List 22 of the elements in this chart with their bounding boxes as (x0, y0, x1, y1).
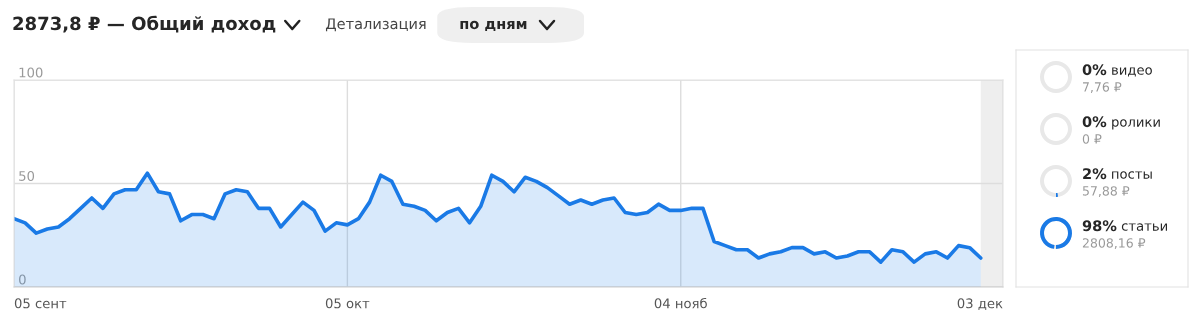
text: Детализация (325, 18, 426, 32)
y-tick-label: 100 (19, 67, 43, 78)
text: 0 ₽ (1082, 134, 1102, 144)
x-tick-label: 04 нояб (654, 297, 707, 309)
data-label: 98% (1082, 220, 1117, 232)
x-tick-label: 03 дек (957, 298, 1003, 310)
chart-title: 2873,8 ₽ — Общий доход (13, 15, 276, 33)
y-tick-label: 0 (19, 274, 26, 285)
category-label: видео (1112, 67, 1152, 77)
y-tick-label: 50 (19, 170, 35, 181)
category-label: ролики (1112, 119, 1160, 130)
x-tick-label: 05 сент (14, 298, 67, 309)
text: 2808,16 ₽ (1082, 238, 1146, 249)
data-label: 0% (1082, 116, 1107, 128)
x-tick-label: 05 окт (325, 298, 370, 309)
text: 57,88 ₽ (1082, 186, 1130, 197)
category-label: статьи (1121, 223, 1167, 231)
category-label: посты (1112, 171, 1152, 179)
text: 7,76 ₽ (1083, 82, 1122, 93)
data-label: 0% (1082, 64, 1107, 76)
data-label: 2% (1083, 168, 1107, 180)
text: по дням (460, 20, 527, 32)
